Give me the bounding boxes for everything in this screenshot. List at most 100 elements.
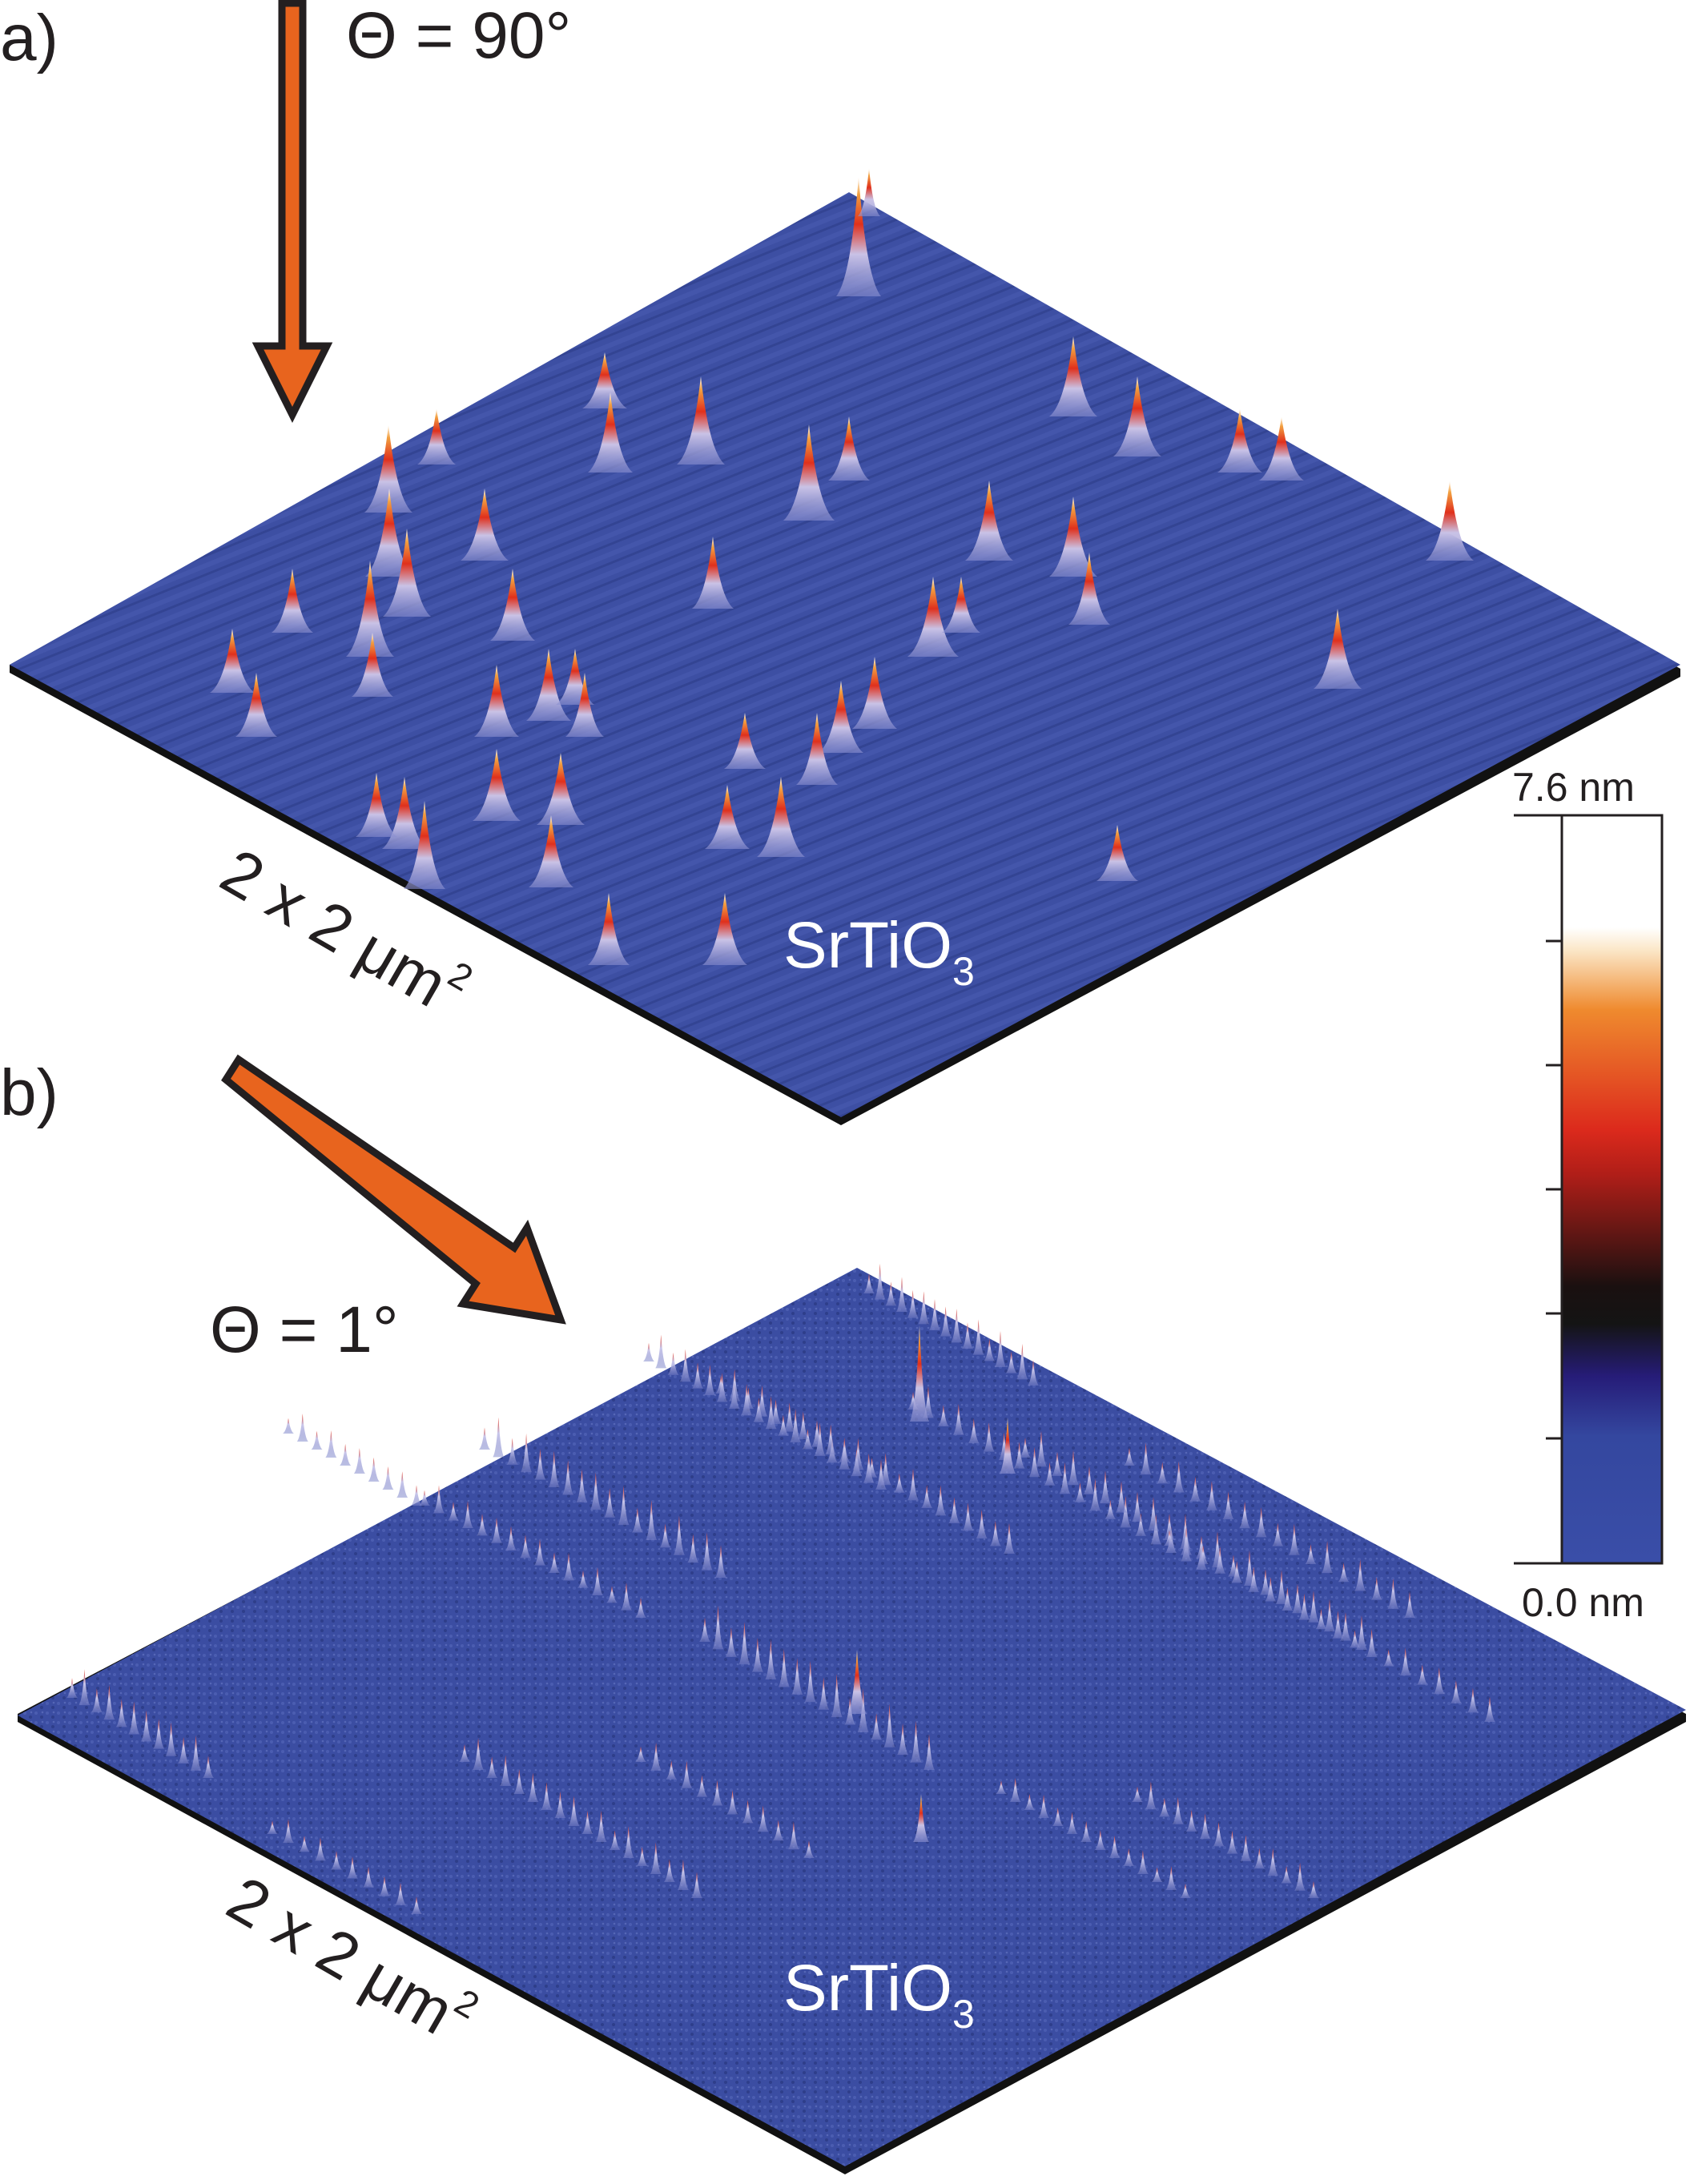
surface-peak — [459, 1744, 470, 1762]
surface-peak — [582, 352, 627, 408]
surface-peak — [1404, 1591, 1415, 1618]
surface-peak — [115, 1699, 127, 1727]
surface-peak — [1433, 1667, 1445, 1695]
surface-peak — [562, 1460, 574, 1495]
angle-label-a: Θ = 90° — [346, 0, 571, 72]
surface-peak — [1094, 1830, 1106, 1850]
surface-peak — [1288, 1523, 1300, 1555]
surface-peak — [365, 489, 413, 577]
afm-surface-b — [18, 1263, 1686, 2174]
surface-peak — [527, 1772, 539, 1802]
surface-peak — [937, 1405, 949, 1427]
surface-peak — [790, 1409, 802, 1443]
surface-peak — [726, 1790, 738, 1815]
surface-peak — [1356, 1615, 1367, 1650]
surface-peak — [520, 1534, 531, 1559]
surface-peak — [448, 1502, 459, 1521]
surface-peak — [667, 1352, 679, 1375]
surface-peak — [778, 1648, 790, 1687]
surface-peak — [1113, 376, 1161, 457]
surface-peak — [757, 1805, 769, 1832]
surface-peak — [711, 1780, 723, 1806]
surface-peak — [103, 1684, 115, 1720]
surface-peak — [687, 1534, 699, 1563]
surface-peak — [1052, 1807, 1064, 1826]
surface-peak — [907, 577, 959, 657]
surface-peak — [325, 1430, 337, 1458]
surface-peak — [996, 1780, 1007, 1794]
surface-peak — [622, 1826, 634, 1858]
surface-peak — [921, 1485, 933, 1508]
surface-peak — [340, 1443, 352, 1466]
surface-peak — [513, 1769, 525, 1794]
surface-peak — [1294, 1862, 1306, 1891]
surface-peak — [772, 1820, 784, 1841]
surface-peak — [589, 1472, 602, 1510]
surface-peak — [673, 1515, 685, 1555]
surface-peak — [521, 1433, 533, 1473]
surface-peak — [331, 1851, 342, 1870]
surface-peak — [1089, 1478, 1101, 1511]
surface-peak — [814, 1422, 826, 1456]
surface-peak — [1105, 1499, 1117, 1519]
surface-peak — [705, 785, 750, 849]
surface-peak — [1226, 1830, 1238, 1854]
surface-peak — [621, 1583, 632, 1611]
surface-peak — [715, 1376, 726, 1394]
surface-peak — [1467, 1687, 1479, 1713]
surface-peak — [1450, 1680, 1462, 1703]
surface-peak — [548, 1450, 560, 1488]
surface-peak — [473, 1738, 485, 1770]
surface-peak — [715, 1545, 726, 1578]
surface-peak — [1199, 1813, 1211, 1840]
surface-peak — [677, 1860, 689, 1890]
surface-peak — [923, 1734, 935, 1770]
surface-peak — [796, 713, 838, 785]
surface-peak — [1267, 1848, 1279, 1876]
afm-surface-a — [10, 168, 1680, 1125]
surface-peak — [679, 1349, 691, 1382]
surface-peak — [1196, 1535, 1207, 1559]
surface-peak — [1213, 1822, 1225, 1847]
surface-peak — [534, 1449, 546, 1480]
surface-peak — [866, 1458, 878, 1478]
surface-peak — [577, 1571, 589, 1588]
peaks-b — [66, 1263, 1495, 1914]
surface-peak — [606, 1586, 618, 1603]
surface-peak — [636, 1847, 648, 1866]
surface-peak — [1140, 1442, 1152, 1475]
surface-peak — [691, 1872, 702, 1898]
surface-peak — [984, 1338, 996, 1361]
surface-peak — [1340, 1612, 1351, 1641]
surface-peak — [1020, 1438, 1031, 1458]
surface-peak — [595, 1810, 607, 1842]
surface-peak — [411, 1485, 422, 1506]
surface-peak — [1366, 1628, 1378, 1657]
height-colorbar: 7.6 nm 0.0 nm — [1512, 765, 1664, 1625]
surface-peak — [178, 1737, 190, 1764]
surface-peak — [1173, 1461, 1185, 1493]
surface-peak — [78, 1669, 91, 1706]
surface-peak — [770, 1399, 782, 1425]
surface-peak — [529, 815, 573, 887]
surface-peak — [1276, 1570, 1287, 1604]
surface-peak — [968, 1418, 980, 1444]
incidence-arrow-a-icon — [251, 0, 333, 424]
surface-peak — [296, 1414, 308, 1442]
surface-peak — [896, 1277, 907, 1312]
surface-peak — [1239, 1502, 1251, 1529]
surface-peak — [1148, 1497, 1159, 1531]
surface-peak — [1044, 1462, 1056, 1486]
surface-peak — [893, 1473, 905, 1493]
surface-peak — [942, 577, 980, 633]
surface-peak — [352, 633, 393, 697]
surface-peak — [783, 424, 835, 521]
surface-peak — [491, 1517, 502, 1543]
surface-peak — [910, 1720, 922, 1763]
surface-peak — [1096, 825, 1138, 881]
panel-b: b) Θ = 1° 2 x 2 μm2 SrTiO3 — [0, 1054, 1686, 2174]
surface-peak — [962, 1322, 973, 1349]
surface-peak — [505, 1526, 517, 1551]
surface-peak — [965, 481, 1013, 561]
surface-peak — [756, 1385, 768, 1417]
